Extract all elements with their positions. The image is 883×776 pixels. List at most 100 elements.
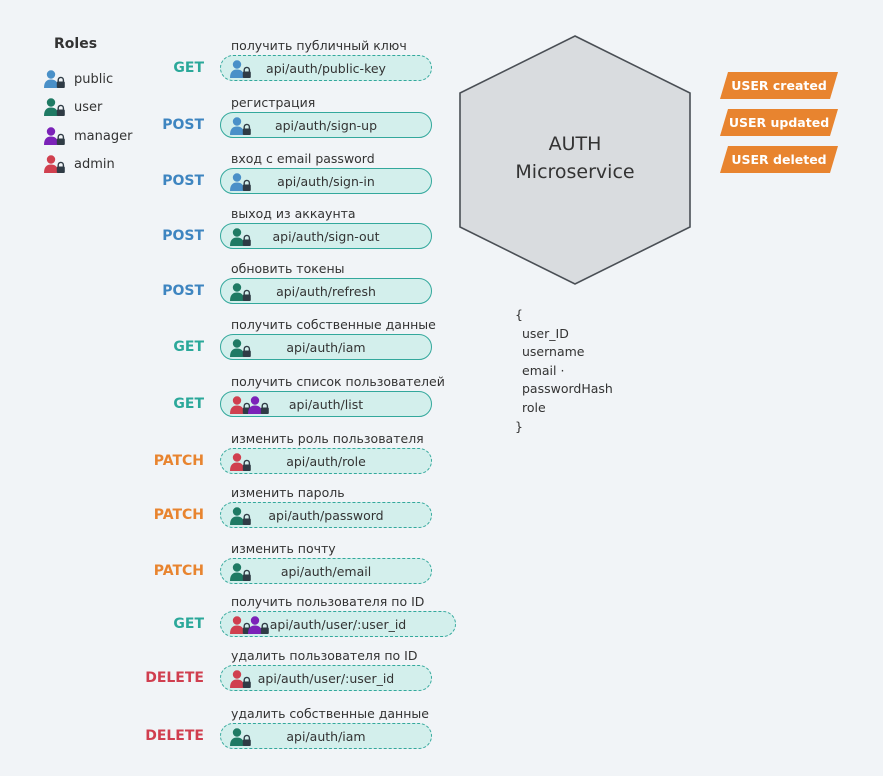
admin-user-icon	[230, 670, 251, 688]
schema-field: passwordHash	[522, 381, 613, 397]
endpoint-title: выход из аккаунта	[231, 206, 356, 221]
endpoint-path: api/auth/email	[280, 564, 372, 579]
endpoint-path: api/auth/iam	[286, 729, 366, 744]
schema-field: user_ID	[522, 325, 569, 341]
http-method-label: POST	[162, 228, 204, 244]
manager-user-icon	[248, 396, 269, 414]
endpoint-pill: api/auth/iam	[220, 334, 432, 360]
http-method-label: PATCH	[153, 507, 204, 523]
legend-label: public	[74, 71, 114, 87]
http-method-label: PATCH	[153, 453, 204, 469]
endpoint-path: api/auth/sign-out	[272, 229, 380, 244]
role-icons	[230, 172, 251, 192]
endpoint-path: api/auth/user/:user_id	[257, 671, 395, 686]
service-label-line1: AUTH	[548, 133, 602, 155]
event-tag: USER updated	[720, 109, 838, 136]
admin-user-icon	[230, 453, 251, 471]
role-icons	[230, 506, 251, 526]
http-method-label: GET	[173, 616, 204, 632]
event-label: USER deleted	[731, 152, 827, 167]
http-method-label: GET	[173, 339, 204, 355]
endpoint-title: удалить собственные данные	[231, 706, 429, 721]
user-user-icon	[230, 563, 251, 581]
event-label: USER created	[731, 78, 827, 93]
endpoint-path: api/auth/user/:user_id	[269, 617, 407, 632]
endpoint-pill: api/auth/sign-out	[220, 223, 432, 249]
role-icons	[230, 282, 251, 302]
service-label: AUTH Microservice	[458, 130, 692, 186]
manager-user-icon	[44, 127, 65, 145]
event-tag: USER created	[720, 72, 838, 99]
http-method-label: GET	[173, 60, 204, 76]
service-label-line2: Microservice	[515, 161, 635, 183]
legend-title: Roles	[54, 36, 98, 52]
http-method-label: PATCH	[153, 563, 204, 579]
role-icons	[230, 395, 269, 415]
legend-item-admin: admin	[44, 153, 115, 175]
role-icons	[230, 669, 251, 689]
endpoint-path: api/auth/sign-up	[274, 118, 378, 133]
endpoint-pill: api/auth/password	[220, 502, 432, 528]
endpoint-pill: api/auth/user/:user_id	[220, 611, 456, 637]
role-icons	[230, 562, 251, 582]
endpoint-title: изменить пароль	[231, 485, 345, 500]
schema-open-brace: {	[515, 307, 523, 322]
role-icons	[230, 338, 251, 358]
http-method-label: GET	[173, 396, 204, 412]
event-tag-shape	[720, 72, 838, 99]
legend-label: admin	[74, 156, 115, 172]
endpoint-pill: api/auth/sign-up	[220, 112, 432, 138]
endpoint-pill: api/auth/user/:user_id	[220, 665, 432, 691]
endpoint-title: вход с email password	[231, 151, 375, 166]
endpoint-pill: api/auth/list	[220, 391, 432, 417]
endpoint-path: api/auth/list	[288, 397, 364, 412]
manager-user-icon	[248, 616, 269, 634]
endpoint-title: получить собственные данные	[231, 317, 436, 332]
user-user-icon	[230, 228, 251, 246]
user-user-icon	[230, 339, 251, 357]
http-method-label: POST	[162, 173, 204, 189]
http-method-label: DELETE	[145, 728, 204, 744]
http-method-label: POST	[162, 117, 204, 133]
http-method-label: DELETE	[145, 670, 204, 686]
public-user-icon	[230, 173, 251, 191]
role-icons	[230, 615, 269, 635]
event-tag-shape	[720, 109, 838, 136]
schema-field: username	[522, 344, 585, 360]
role-icons	[230, 116, 251, 136]
endpoint-pill: api/auth/public-key	[220, 55, 432, 81]
http-method-label: POST	[162, 283, 204, 299]
user-user-icon	[230, 283, 251, 301]
schema-close-brace: }	[515, 418, 523, 434]
endpoint-pill: api/auth/refresh	[220, 278, 432, 304]
role-icons	[230, 59, 251, 79]
role-icons	[230, 452, 251, 472]
role-icons	[230, 227, 251, 247]
event-label: USER updated	[728, 115, 830, 130]
endpoint-path: api/auth/public-key	[266, 61, 386, 76]
user-user-icon	[230, 728, 251, 746]
user-schema: { user_ID username email · passwordHash role…	[515, 306, 613, 436]
public-user-icon	[230, 117, 251, 135]
endpoint-title: получить публичный ключ	[231, 38, 407, 53]
legend-label: manager	[74, 128, 133, 144]
schema-field: email ·	[522, 362, 565, 378]
endpoint-title: изменить роль пользователя	[231, 431, 424, 446]
endpoint-path: api/auth/sign-in	[277, 174, 375, 189]
public-user-icon	[230, 60, 251, 78]
legend-item-public: public	[44, 68, 113, 90]
auth-microservice-hexagon	[459, 35, 691, 285]
endpoint-path: api/auth/refresh	[276, 284, 376, 299]
endpoint-path: api/auth/iam	[286, 340, 366, 355]
legend-item-user: user	[44, 96, 102, 118]
endpoint-title: получить список пользователей	[231, 374, 445, 389]
endpoint-title: регистрация	[231, 95, 316, 110]
user-user-icon	[230, 507, 251, 525]
admin-user-icon	[44, 155, 65, 173]
role-icons	[230, 727, 251, 747]
endpoint-pill: api/auth/role	[220, 448, 432, 474]
event-tag-shape	[720, 146, 838, 173]
legend-label: user	[74, 99, 103, 115]
schema-field: role	[522, 399, 546, 415]
endpoint-path: api/auth/role	[286, 454, 366, 469]
